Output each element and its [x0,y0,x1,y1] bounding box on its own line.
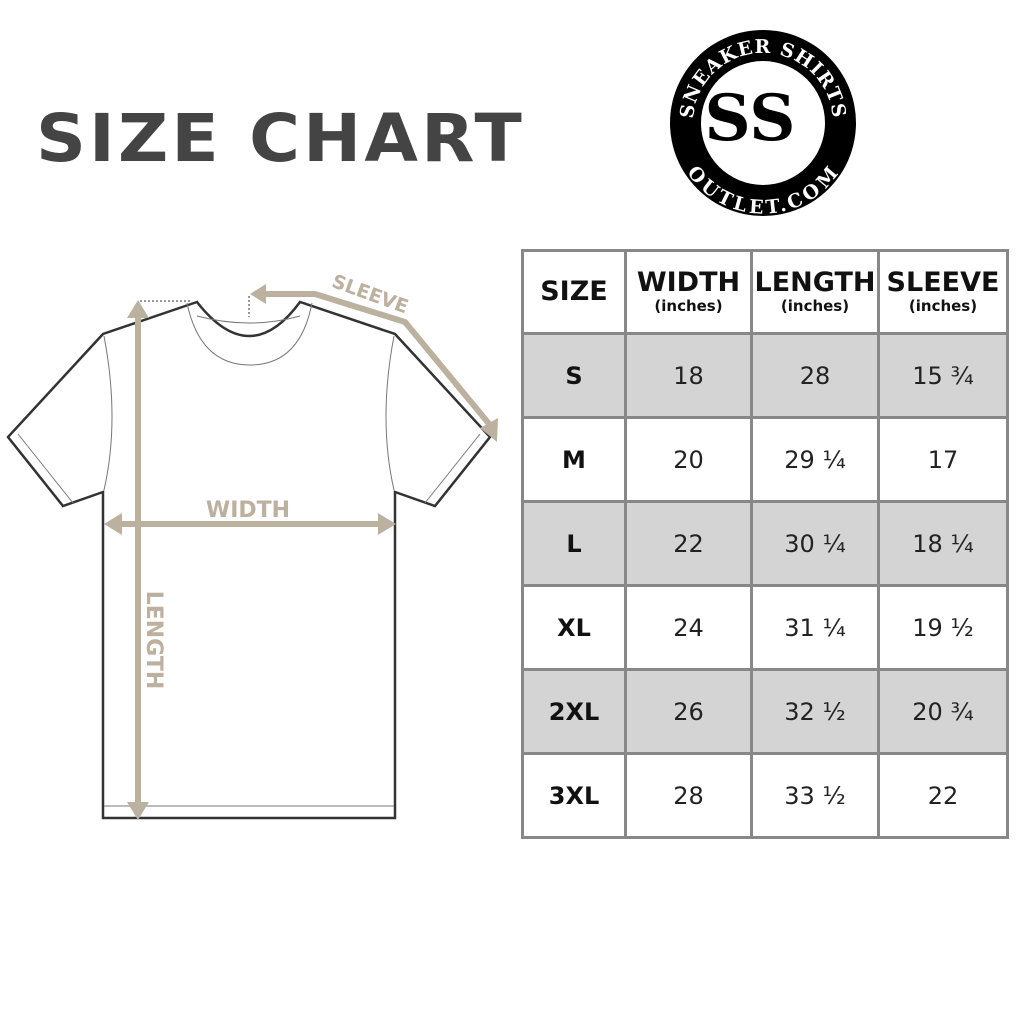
size-cell: 3XL [521,752,627,839]
table-header-row: SIZE WIDTH (inches) LENGTH (inches) SLEEVE… [521,249,1009,335]
header-sleeve: SLEEVE (inches) [877,249,1009,335]
size-cell: 2XL [521,668,627,755]
table-row: 2XL 26 32 ½ 20 ¾ [521,668,1009,755]
size-cell: L [521,500,627,587]
length-cell: 31 ¼ [750,584,880,671]
logo-monogram-1: SS [704,81,795,156]
width-cell: 20 [624,416,753,503]
sleeve-cell: 15 ¾ [877,332,1009,419]
width-label: WIDTH [206,498,290,523]
width-cell: 24 [624,584,753,671]
table-row: M 20 29 ¼ 17 [521,416,1009,503]
header-length: LENGTH (inches) [750,249,880,335]
width-cell: 18 [624,332,753,419]
sleeve-arrow [262,291,493,427]
width-cell: 26 [624,668,753,755]
table-row: S 18 28 15 ¾ [521,332,1009,419]
size-table: SIZE WIDTH (inches) LENGTH (inches) SLEEVE… [521,249,1009,839]
width-cell: 22 [624,500,753,587]
size-cell: XL [521,584,627,671]
brand-logo: SNEAKER SHIRTS OUTLET.COM SS [670,30,856,218]
table-row: XL 24 31 ¼ 19 ½ [521,584,1009,671]
length-cell: 32 ½ [750,668,880,755]
width-cell: 28 [624,752,753,839]
length-cell: 33 ½ [750,752,880,839]
sleeve-cell: 19 ½ [877,584,1009,671]
length-label: LENGTH [141,591,166,690]
sleeve-cell: 20 ¾ [877,668,1009,755]
tshirt-diagram: WIDTH LENGTH SLEEVE [6,270,498,820]
header-size: SIZE [521,249,627,335]
size-cell: M [521,416,627,503]
tshirt-outline [6,300,492,820]
header-width: WIDTH (inches) [624,249,753,335]
page-title: SIZE CHART [36,100,525,177]
sleeve-cell: 22 [877,752,1009,839]
length-cell: 29 ¼ [750,416,880,503]
table-row: 3XL 28 33 ½ 22 [521,752,1009,839]
table-row: L 22 30 ¼ 18 ¼ [521,500,1009,587]
size-cell: S [521,332,627,419]
length-cell: 30 ¼ [750,500,880,587]
sleeve-cell: 17 [877,416,1009,503]
sleeve-cell: 18 ¼ [877,500,1009,587]
length-cell: 28 [750,332,880,419]
